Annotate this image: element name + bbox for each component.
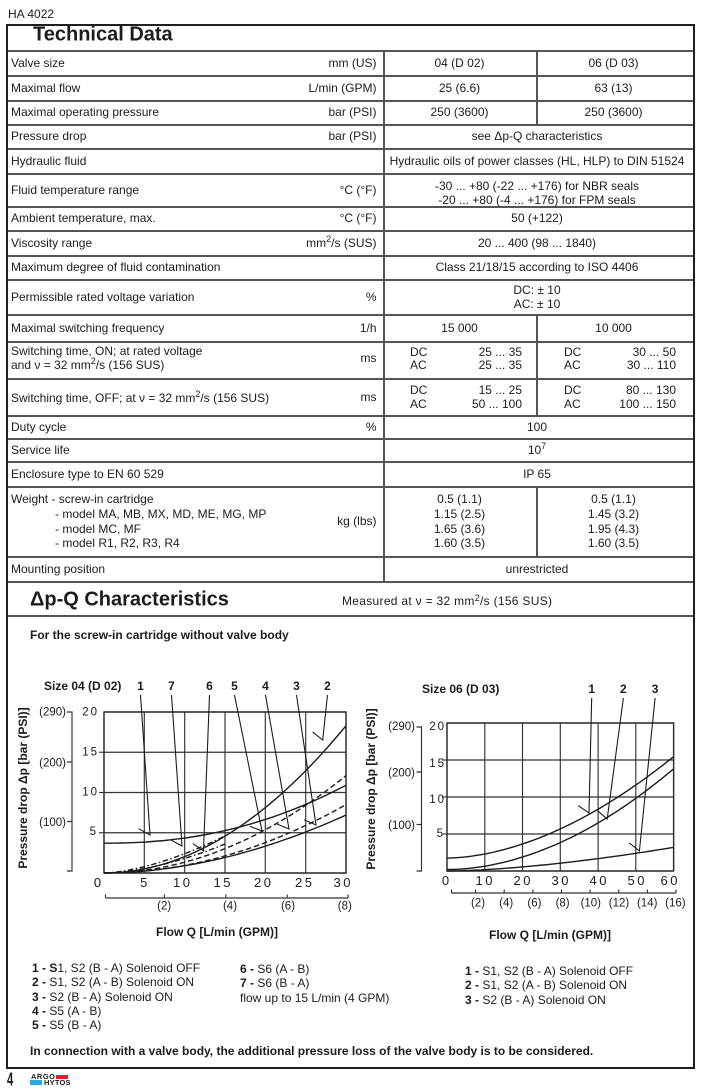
svg-text:1 0: 1 0 <box>173 875 190 890</box>
svg-text:5: 5 <box>437 828 443 840</box>
svg-text:2 0: 2 0 <box>82 707 97 719</box>
svg-text:Size 04 (D 02): Size 04 (D 02) <box>44 679 121 693</box>
svg-text:2 0: 2 0 <box>429 721 444 733</box>
svg-text:(2): (2) <box>471 898 485 910</box>
svg-text:(290): (290) <box>388 721 415 733</box>
svg-text:5: 5 <box>140 875 147 890</box>
svg-text:(2): (2) <box>157 901 171 913</box>
svg-text:1: 1 <box>137 679 144 693</box>
svg-text:Size 06 (D 03): Size 06 (D 03) <box>422 682 499 696</box>
svg-text:(8): (8) <box>556 898 570 910</box>
svg-text:2 0: 2 0 <box>254 875 271 890</box>
svg-text:(200): (200) <box>388 768 415 780</box>
svg-text:(8): (8) <box>338 901 352 913</box>
svg-text:2 0: 2 0 <box>513 873 530 888</box>
svg-text:1 5: 1 5 <box>429 758 444 770</box>
svg-text:(10): (10) <box>581 898 602 910</box>
svg-text:(100): (100) <box>39 817 66 829</box>
svg-text:(14): (14) <box>637 898 658 910</box>
svg-text:1 5: 1 5 <box>213 875 230 890</box>
svg-text:4 0: 4 0 <box>589 873 606 888</box>
svg-text:2: 2 <box>620 682 627 696</box>
svg-text:3 0: 3 0 <box>551 873 568 888</box>
svg-text:(4): (4) <box>499 898 513 910</box>
svg-text:1 0: 1 0 <box>429 794 444 806</box>
svg-text:(290): (290) <box>39 707 66 719</box>
svg-text:1: 1 <box>588 682 595 696</box>
svg-text:2: 2 <box>324 679 331 693</box>
svg-text:5: 5 <box>90 826 96 838</box>
svg-text:2 5: 2 5 <box>295 875 312 890</box>
svg-text:Flow Q [L/min (GPM)]: Flow Q [L/min (GPM)] <box>156 925 278 939</box>
svg-text:5 0: 5 0 <box>627 873 644 888</box>
svg-text:Pressure drop Δp [bar (PSI)]: Pressure drop Δp [bar (PSI)] <box>16 707 30 868</box>
svg-text:0: 0 <box>442 873 449 888</box>
svg-text:(4): (4) <box>223 901 237 913</box>
svg-text:(6): (6) <box>281 901 295 913</box>
svg-text:(12): (12) <box>609 898 630 910</box>
svg-text:4: 4 <box>262 679 269 693</box>
svg-text:0: 0 <box>94 875 101 890</box>
svg-text:1 0: 1 0 <box>475 873 492 888</box>
svg-text:(16): (16) <box>665 898 686 910</box>
svg-text:6: 6 <box>206 679 213 693</box>
svg-text:6 0: 6 0 <box>660 873 677 888</box>
svg-text:3: 3 <box>652 682 659 696</box>
svg-text:3 0: 3 0 <box>333 875 350 890</box>
svg-text:7: 7 <box>168 679 175 693</box>
svg-text:5: 5 <box>231 679 238 693</box>
svg-text:Flow Q [L/min (GPM)]: Flow Q [L/min (GPM)] <box>489 928 611 942</box>
svg-text:(100): (100) <box>388 820 415 832</box>
svg-text:1 5: 1 5 <box>82 747 97 759</box>
svg-text:1 0: 1 0 <box>82 787 97 799</box>
svg-text:Pressure drop Δp [bar (PSI)]: Pressure drop Δp [bar (PSI)] <box>364 708 378 869</box>
svg-text:3: 3 <box>293 679 300 693</box>
svg-text:(200): (200) <box>39 758 66 770</box>
svg-text:(6): (6) <box>527 898 541 910</box>
